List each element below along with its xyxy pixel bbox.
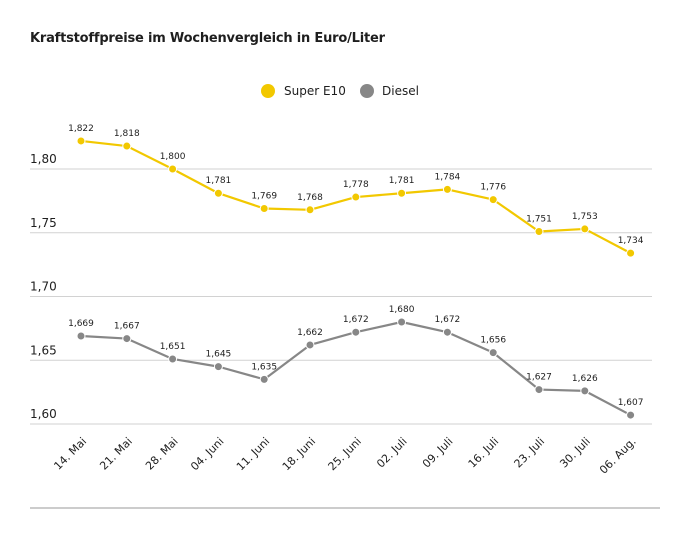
- super-e10-value-label: 1,800: [160, 152, 186, 162]
- diesel-legend-marker: [360, 84, 374, 98]
- diesel-legend-label: Diesel: [382, 84, 419, 98]
- super-e10-value-label: 1,781: [206, 176, 232, 186]
- super-e10-point: [168, 164, 178, 174]
- super-e10-point: [488, 195, 498, 205]
- super-e10-value-label: 1,768: [297, 193, 323, 203]
- super-e10-value-label: 1,769: [251, 192, 277, 202]
- diesel-point: [534, 385, 544, 395]
- super-e10-value-label: 1,751: [526, 214, 552, 224]
- x-tick-label: 06. Aug.: [597, 435, 639, 477]
- super-e10-point: [259, 204, 269, 214]
- data-labels: 1,822 1,818 1,800 1,781 1,769 1,768 1,778 1,781…: [68, 124, 644, 408]
- diesel-value-label: 1,635: [251, 362, 277, 372]
- x-tick-label: 11. Juni: [234, 435, 272, 473]
- diesel-point: [580, 386, 590, 396]
- y-tick-label: 1,80: [30, 152, 57, 166]
- super-e10-point: [442, 184, 452, 194]
- diesel-value-label: 1,656: [480, 336, 506, 346]
- super-e10-value-label: 1,776: [480, 183, 506, 193]
- diesel-point: [259, 374, 269, 384]
- diesel-value-label: 1,627: [526, 373, 552, 383]
- x-tick-label: 04. Juni: [188, 435, 226, 473]
- diesel-value-label: 1,651: [160, 342, 186, 352]
- y-tick-label: 1,65: [30, 343, 57, 357]
- super-e10-value-label: 1,734: [618, 236, 644, 246]
- diesel-point: [442, 327, 452, 337]
- super-e10-value-label: 1,822: [68, 124, 94, 134]
- diesel-value-label: 1,672: [435, 315, 461, 325]
- diesel-value-label: 1,607: [618, 398, 644, 408]
- super-e10-point: [626, 248, 636, 258]
- super-e10-legend-marker: [261, 84, 275, 98]
- diesel-point: [122, 334, 132, 344]
- super-e10-value-label: 1,818: [114, 129, 140, 139]
- diesel-value-label: 1,669: [68, 319, 94, 329]
- x-tick-label: 18. Juni: [280, 435, 318, 473]
- x-tick-label: 16. Juli: [466, 435, 502, 471]
- diesel-point: [76, 331, 86, 341]
- data-points: [76, 136, 636, 420]
- diesel-value-label: 1,662: [297, 328, 323, 338]
- super-e10-value-label: 1,753: [572, 212, 598, 222]
- x-tick-label: 28. Mai: [143, 435, 181, 473]
- y-axis: 1,60 1,65 1,70 1,75 1,80: [30, 152, 57, 421]
- diesel-point: [305, 340, 315, 350]
- diesel-point: [397, 317, 407, 327]
- grid-lines: [30, 168, 652, 425]
- super-e10-point: [76, 136, 86, 146]
- y-tick-label: 1,60: [30, 407, 57, 421]
- chart-title: Kraftstoffpreise im Wochenvergleich in E…: [30, 31, 385, 46]
- super-e10-point: [534, 226, 544, 236]
- x-tick-label: 30. Juli: [557, 435, 593, 471]
- super-e10-point: [351, 192, 361, 202]
- diesel-point: [351, 327, 361, 337]
- x-tick-label: 14. Mai: [51, 435, 89, 473]
- diesel-value-label: 1,626: [572, 374, 598, 384]
- diesel-point: [488, 348, 498, 358]
- super-e10-point: [397, 188, 407, 198]
- legend: Super E10 Diesel: [261, 84, 419, 98]
- diesel-value-label: 1,680: [389, 305, 415, 315]
- y-tick-label: 1,75: [30, 216, 57, 230]
- x-tick-label: 21. Mai: [97, 435, 135, 473]
- diesel-value-label: 1,645: [206, 350, 232, 360]
- super-e10-value-label: 1,781: [389, 176, 415, 186]
- super-e10-value-label: 1,784: [435, 172, 461, 182]
- y-tick-label: 1,70: [30, 280, 57, 294]
- x-tick-label: 02. Juli: [374, 435, 410, 471]
- x-tick-label: 09. Juli: [420, 435, 456, 471]
- super-e10-point: [580, 224, 590, 234]
- x-tick-label: 23. Juli: [512, 435, 548, 471]
- x-axis: 14. Mai 21. Mai 28. Mai 04. Juni 11. Juni 18.…: [51, 435, 638, 477]
- diesel-point: [168, 354, 178, 364]
- super-e10-point: [305, 205, 315, 215]
- super-e10-value-label: 1,778: [343, 180, 369, 190]
- super-e10-point: [213, 188, 223, 198]
- diesel-point: [626, 410, 636, 420]
- super-e10-legend-label: Super E10: [284, 84, 346, 98]
- x-tick-label: 25. Juni: [326, 435, 364, 473]
- diesel-value-label: 1,672: [343, 315, 369, 325]
- diesel-value-label: 1,667: [114, 322, 140, 332]
- diesel-point: [213, 362, 223, 372]
- super-e10-point: [122, 141, 132, 151]
